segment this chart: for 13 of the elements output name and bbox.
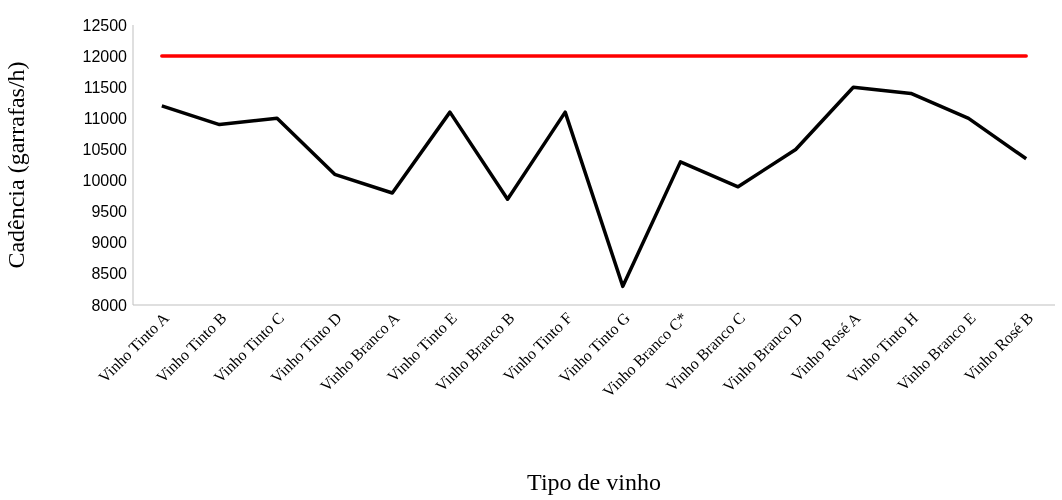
y-tick-label: 10500	[82, 141, 128, 159]
y-tick-label: 11500	[83, 78, 128, 96]
x-axis-title: Tipo de vinho	[527, 469, 661, 495]
y-tick-label: 12500	[82, 16, 128, 34]
y-tick-label: 9000	[91, 234, 128, 252]
y-tick-label: 11000	[83, 109, 128, 127]
y-tick-label: 8500	[91, 265, 128, 283]
line-series	[160, 85, 1028, 289]
y-tick-label: 12000	[82, 47, 128, 65]
y-tick-label: 8000	[91, 296, 128, 314]
y-tick-label: 10000	[82, 172, 128, 190]
y-axis-title: Cadência (garrafas/h)	[3, 61, 29, 269]
y-tick-label: 9500	[91, 203, 128, 221]
